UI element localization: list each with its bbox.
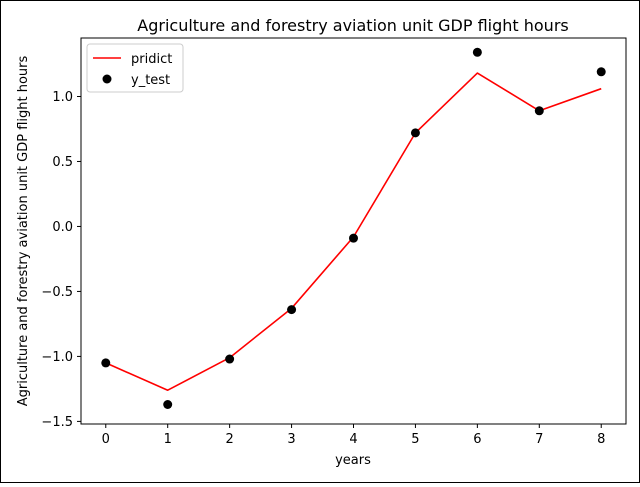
legend: pridict y_test <box>86 43 184 93</box>
scatter-point-y_test <box>287 305 297 315</box>
y-tick-label: −1.5 <box>41 415 73 430</box>
scatter-point-y_test <box>101 358 111 368</box>
plot-background <box>81 38 626 424</box>
scatter-point-y_test <box>410 128 420 138</box>
scatter-point-y_test <box>225 354 235 364</box>
y-axis: 1.0 0.5 0.0 −0.5 −1.0 −1.5 <box>41 90 81 430</box>
x-tick-label: 4 <box>349 432 357 447</box>
x-tick-label: 2 <box>225 432 233 447</box>
scatter-point-y_test <box>472 47 482 57</box>
x-tick-label: 3 <box>287 432 295 447</box>
y-axis-label: Agriculture and forestry aviation unit G… <box>16 55 31 406</box>
y-tick-label: 0.5 <box>52 155 73 170</box>
legend-label-line: pridict <box>131 52 172 67</box>
x-tick-label: 8 <box>597 432 605 447</box>
scatter-point-y_test <box>596 67 606 77</box>
x-tick-label: 6 <box>473 432 481 447</box>
x-tick-label: 0 <box>102 432 110 447</box>
legend-marker-swatch <box>102 74 112 84</box>
y-tick-label: 1.0 <box>52 90 73 105</box>
scatter-point-y_test <box>349 233 358 243</box>
x-tick-label: 7 <box>535 432 543 447</box>
x-tick-label: 1 <box>164 432 172 447</box>
y-tick-label: −1.0 <box>41 350 73 365</box>
y-tick-label: −0.5 <box>41 285 73 300</box>
x-axis-label: years <box>335 453 371 468</box>
x-axis: 0 1 2 3 4 5 6 7 8 <box>102 424 605 447</box>
scatter-point-y_test <box>534 106 544 116</box>
x-tick-label: 5 <box>411 432 419 447</box>
legend-label-scatter: y_test <box>131 73 170 88</box>
scatter-point-y_test <box>163 400 173 410</box>
chart-title: Agriculture and forestry aviation unit G… <box>137 16 568 35</box>
series-layer <box>101 47 606 410</box>
y-tick-label: 0.0 <box>52 220 73 235</box>
